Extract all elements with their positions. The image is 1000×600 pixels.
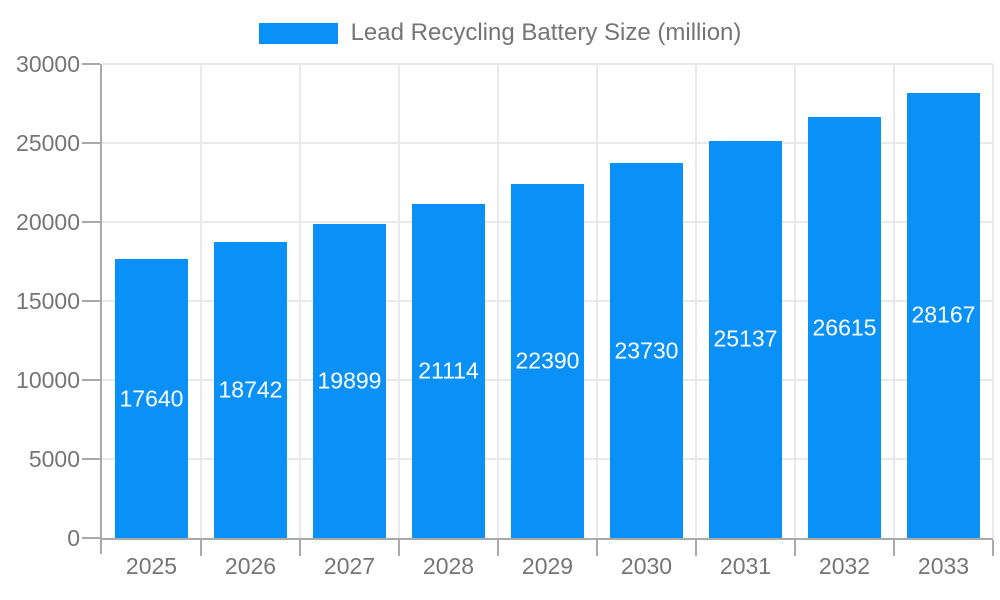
y-axis-tick bbox=[82, 300, 100, 302]
horizontal-gridline bbox=[102, 63, 993, 65]
x-axis-tick-label: 2025 bbox=[125, 553, 178, 579]
bar-2027: 19899 bbox=[313, 223, 386, 538]
vertical-gridline bbox=[893, 64, 895, 538]
x-axis-tick-label: 2029 bbox=[521, 553, 574, 579]
bar-value-label: 26615 bbox=[812, 314, 877, 341]
y-axis-tick bbox=[82, 379, 100, 381]
bar-2029: 22390 bbox=[511, 184, 584, 538]
vertical-gridline bbox=[497, 64, 499, 538]
y-axis-tick-label: 5000 bbox=[28, 446, 80, 472]
legend-label: Lead Recycling Battery Size (million) bbox=[350, 19, 742, 46]
x-axis-tick-label: 2026 bbox=[224, 553, 277, 579]
y-axis-tick-label: 10000 bbox=[16, 367, 80, 393]
vertical-gridline bbox=[695, 64, 697, 538]
legend-color-swatch bbox=[258, 22, 338, 44]
bar-value-label: 28167 bbox=[911, 301, 976, 328]
bar-2028: 21114 bbox=[412, 204, 485, 538]
bar-2032: 26615 bbox=[808, 117, 881, 538]
x-axis-tick-labels: 2025 2026 2027 2028 2029 2030 2031 2032 2033 bbox=[102, 553, 993, 583]
horizontal-gridline bbox=[102, 142, 993, 144]
x-axis-tick bbox=[299, 540, 301, 556]
y-axis-line bbox=[100, 64, 102, 554]
bar-2025: 17640 bbox=[115, 259, 188, 538]
x-axis-tick bbox=[398, 540, 400, 556]
vertical-gridline bbox=[794, 64, 796, 538]
y-axis-tick-label: 25000 bbox=[16, 130, 80, 156]
x-axis-tick bbox=[893, 540, 895, 556]
y-axis-tick-label: 0 bbox=[67, 525, 80, 551]
x-axis-tick bbox=[497, 540, 499, 556]
bar-value-label: 18742 bbox=[218, 376, 283, 403]
x-axis-tick bbox=[596, 540, 598, 556]
chart-legend[interactable]: Lead Recycling Battery Size (million) bbox=[0, 18, 1000, 48]
bar-value-label: 19899 bbox=[317, 367, 382, 394]
y-axis-tick bbox=[82, 458, 100, 460]
bar-2031: 25137 bbox=[709, 140, 782, 538]
y-axis-tick bbox=[82, 63, 100, 65]
vertical-gridline bbox=[200, 64, 202, 538]
bar-value-label: 23730 bbox=[614, 337, 679, 364]
x-axis-tick-label: 2030 bbox=[620, 553, 673, 579]
x-axis-tick bbox=[695, 540, 697, 556]
bar-value-label: 17640 bbox=[119, 385, 184, 412]
bar-2033: 28167 bbox=[907, 92, 980, 538]
y-axis-tick bbox=[82, 221, 100, 223]
y-axis-tick bbox=[82, 142, 100, 144]
bar-2026: 18742 bbox=[214, 241, 287, 538]
x-axis-tick-label: 2031 bbox=[719, 553, 772, 579]
vertical-gridline bbox=[596, 64, 598, 538]
vertical-gridline bbox=[299, 64, 301, 538]
bar-value-label: 21114 bbox=[418, 357, 479, 384]
x-axis-tick-label: 2032 bbox=[818, 553, 871, 579]
bar-value-label: 22390 bbox=[515, 347, 580, 374]
bar-value-label: 25137 bbox=[713, 325, 778, 352]
x-axis-tick bbox=[794, 540, 796, 556]
vertical-gridline bbox=[398, 64, 400, 538]
y-axis-tick bbox=[82, 537, 100, 539]
y-axis-tick-labels: 0 5000 10000 15000 20000 25000 30000 bbox=[0, 51, 80, 551]
y-axis-tick-label: 15000 bbox=[16, 288, 80, 314]
vertical-gridline bbox=[992, 64, 994, 538]
plot-area: 17640 18742 19899 21114 22390 23730 25137 26615… bbox=[82, 63, 994, 556]
x-axis-tick bbox=[992, 540, 994, 556]
x-axis-tick-label: 2028 bbox=[422, 553, 475, 579]
x-axis-tick-label: 2027 bbox=[323, 553, 376, 579]
x-axis-line bbox=[100, 538, 993, 540]
bar-2030: 23730 bbox=[610, 163, 683, 538]
x-axis-tick bbox=[200, 540, 202, 556]
y-axis-tick-label: 30000 bbox=[16, 51, 80, 77]
x-axis-tick-label: 2033 bbox=[917, 553, 970, 579]
y-axis-tick-label: 20000 bbox=[16, 209, 80, 235]
